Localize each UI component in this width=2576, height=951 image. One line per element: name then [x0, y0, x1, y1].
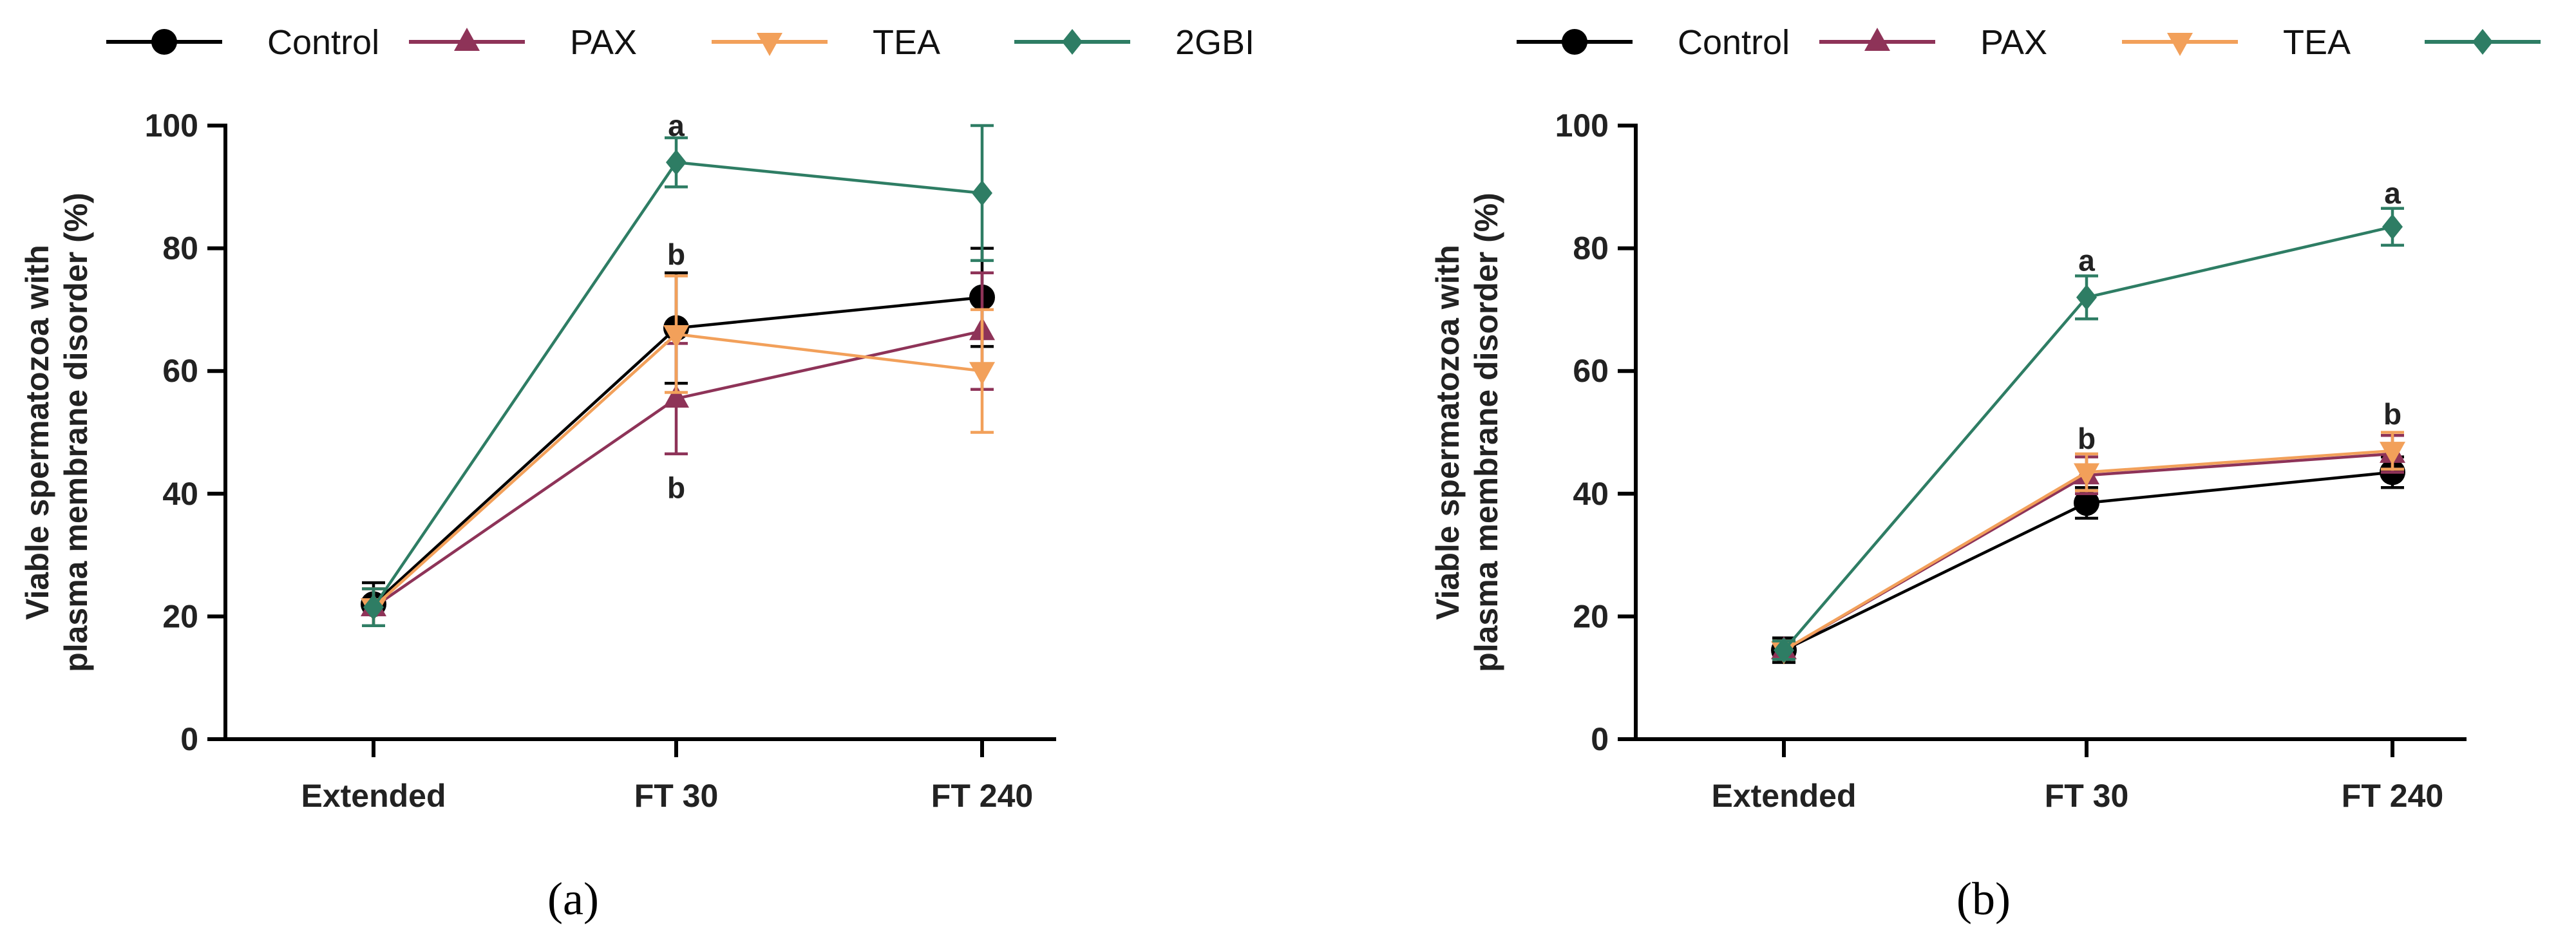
data-point: [969, 362, 995, 386]
significance-label: b: [667, 471, 685, 504]
series-tea: [361, 274, 995, 627]
x-tick-label: FT 30: [634, 778, 719, 814]
x-tick-label: FT 240: [931, 778, 1033, 814]
legend-marker: [1062, 29, 1083, 55]
series-2gbi: [362, 124, 994, 627]
series-line: [372, 330, 983, 608]
legend-item-pax: PAX: [409, 23, 637, 62]
legend-marker: [757, 33, 782, 56]
y-tick-label: 60: [162, 353, 198, 389]
data-point: [2074, 463, 2099, 487]
data-point: [972, 180, 992, 206]
y-tick-label: 0: [180, 721, 198, 757]
legend-item-2gbi: 2GBI: [1014, 23, 1255, 62]
x-tick-label: FT 30: [2045, 778, 2129, 814]
significance-label: a: [2384, 176, 2401, 210]
legend-item-tea: TEA: [712, 23, 940, 62]
y-tick-label: 80: [162, 231, 198, 267]
y-axis-label-line: Viable spermatozoa with: [1430, 245, 1466, 620]
data-point: [666, 149, 687, 176]
legend-item-control: Control: [106, 23, 379, 62]
data-point: [1774, 637, 1794, 663]
data-point: [2382, 214, 2403, 240]
legend-marker: [1864, 28, 1890, 51]
y-tick-label: 80: [1573, 231, 1609, 267]
y-axis-label: Viable spermatozoa withplasma membrane d…: [19, 193, 94, 672]
legend-marker: [151, 29, 177, 55]
y-axis-label: Viable spermatozoa withplasma membrane d…: [1430, 193, 1504, 672]
panel-label: (b): [1956, 873, 2011, 925]
legend-marker: [1562, 29, 1587, 55]
data-point: [2380, 442, 2405, 466]
y-axis-label-line: Viable spermatozoa with: [19, 245, 55, 620]
y-tick-label: 100: [1555, 108, 1609, 144]
y-tick-label: 40: [1573, 476, 1609, 512]
legend-marker: [2167, 33, 2193, 56]
y-tick-label: 60: [1573, 353, 1609, 389]
legend-label: Control: [267, 23, 379, 62]
legend-label: PAX: [570, 23, 637, 62]
series-line: [372, 160, 983, 608]
legend-label: 2GBI: [1175, 23, 1255, 62]
significance-label: a: [668, 109, 685, 142]
y-axis-label-line: plasma membrane disorder (%): [58, 193, 94, 672]
legend-item-tea: TEA: [2122, 23, 2351, 62]
y-tick-label: 20: [162, 598, 198, 634]
data-point: [663, 325, 689, 349]
data-point: [363, 594, 384, 621]
significance-label: b: [667, 238, 685, 271]
legend-item-control: Control: [1517, 23, 1790, 62]
significance-label: b: [2078, 422, 2096, 455]
legend-marker: [454, 28, 480, 51]
y-tick-label: 0: [1591, 721, 1609, 757]
data-point: [2076, 284, 2097, 310]
series-control: [361, 247, 995, 627]
y-tick-label: 40: [162, 476, 198, 512]
y-axis-label-line: plasma membrane disorder (%): [1468, 193, 1504, 672]
legend-item-2gbi: 2GBI: [2425, 29, 2541, 55]
y-tick-label: 100: [145, 108, 198, 144]
data-point: [663, 384, 689, 408]
x-tick-label: Extended: [301, 778, 446, 814]
chart-panel-a: 0 20 40 60 80 100 Extended FT 30 FT 240 Viable sp…: [19, 23, 1255, 925]
series-tea: [1771, 431, 2405, 664]
data-point: [2074, 490, 2099, 516]
legend-label: PAX: [1980, 23, 2047, 62]
series-2gbi: [1772, 207, 2404, 663]
series-control: [1771, 455, 2405, 664]
legend-item-pax: PAX: [1819, 23, 2047, 62]
legend-label: TEA: [873, 23, 940, 62]
panel-label: (a): [547, 873, 599, 925]
x-tick-label: FT 240: [2342, 778, 2443, 814]
significance-label: a: [2078, 244, 2095, 278]
x-tick-label: Extended: [1711, 778, 1856, 814]
y-tick-label: 20: [1573, 598, 1609, 634]
legend-label: Control: [1678, 23, 1790, 62]
significance-label: b: [2383, 397, 2401, 431]
chart-panel-b: 0 20 40 60 80 100 Extended FT 30 FT 240 Viable sp…: [1430, 23, 2541, 925]
legend-marker: [2472, 29, 2493, 55]
legend-label: TEA: [2283, 23, 2351, 62]
